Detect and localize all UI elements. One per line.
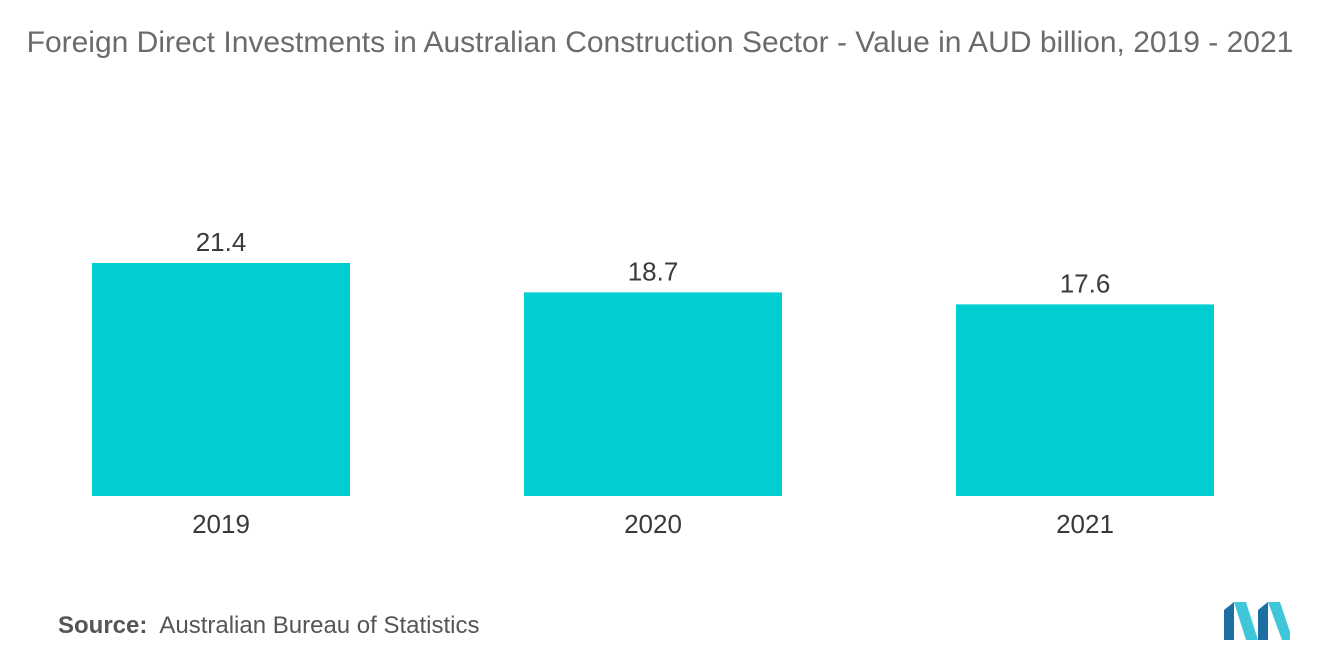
x-tick-labels-layer: 2019 2020 2021 — [192, 509, 1114, 539]
data-label-2020: 18.7 — [628, 256, 679, 286]
bar-2019 — [92, 263, 350, 496]
bar-2021 — [956, 304, 1214, 496]
source-note: Source: Australian Bureau of Statistics — [58, 612, 480, 640]
source-text: Australian Bureau of Statistics — [159, 612, 480, 639]
x-tick-label-2021: 2021 — [1056, 509, 1114, 539]
x-tick-label-2019: 2019 — [192, 509, 250, 539]
data-label-2019: 21.4 — [196, 227, 247, 257]
bars-layer — [92, 263, 1214, 496]
value-labels-layer: 21.4 18.7 17.6 — [196, 227, 1111, 298]
chart-title: Foreign Direct Investments in Australian… — [26, 26, 1294, 59]
source-label: Source: — [58, 612, 148, 639]
x-tick-label-2020: 2020 — [624, 509, 682, 539]
data-label-2021: 17.6 — [1060, 268, 1111, 298]
mordor-intelligence-logo-icon — [1224, 602, 1290, 640]
bar-2020 — [524, 292, 782, 496]
